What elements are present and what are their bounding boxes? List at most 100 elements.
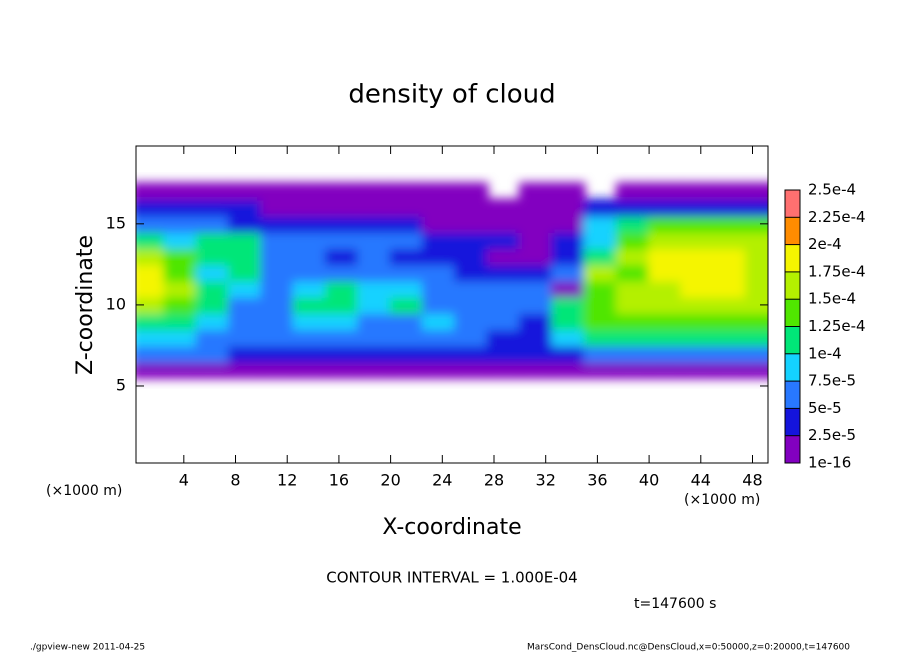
field-cell: [292, 344, 327, 363]
field-cell: [712, 247, 748, 266]
field-cell: [357, 263, 392, 282]
field-cell: [615, 230, 651, 250]
field-cell: [136, 279, 166, 298]
field-cell: [518, 214, 554, 233]
field-cell: [615, 295, 651, 315]
field-cell: [518, 328, 554, 347]
field-cell: [745, 312, 768, 331]
field-cell: [486, 263, 521, 282]
colorbar-label: 1e-16: [808, 454, 851, 472]
field-cell: [195, 182, 231, 201]
field-cell: [195, 360, 231, 379]
field-cell: [712, 328, 748, 347]
field-cell: [583, 295, 618, 315]
field-cell: [745, 360, 768, 379]
field-cell: [163, 263, 198, 282]
field-cell: [136, 214, 166, 233]
field-cell: [583, 344, 618, 363]
colorbar-label: 2e-4: [808, 235, 842, 253]
field-cell: [551, 295, 586, 315]
field-cell: [486, 312, 521, 331]
field-cell: [195, 295, 231, 315]
field-cell: [583, 328, 618, 347]
field-cell: [260, 247, 295, 266]
field-cell: [228, 295, 263, 315]
field-cell: [745, 279, 768, 298]
field-cell: [324, 230, 360, 250]
field-cell: [551, 328, 586, 347]
field-cell: [615, 344, 651, 363]
x-tick-label: 48: [742, 471, 762, 490]
field-cell: [324, 263, 360, 282]
colorbar-label: 1e-4: [808, 344, 842, 362]
field-cell: [648, 360, 683, 379]
field-cell: [680, 295, 715, 315]
field-cell: [745, 198, 768, 217]
x-unit: (×1000 m): [684, 492, 760, 508]
colorbar-box: [785, 326, 800, 354]
field-cell: [324, 247, 360, 266]
field-cell: [583, 263, 618, 282]
field-cell: [136, 247, 166, 266]
x-axis-label: X-coordinate: [382, 515, 521, 540]
field-cell: [712, 295, 748, 315]
field-cell: [136, 295, 166, 315]
colorbar-label: 1.5e-4: [808, 290, 856, 308]
field-cell: [454, 344, 489, 363]
field-cell: [518, 312, 554, 331]
field-cell: [518, 344, 554, 363]
footer-left: ./gpview-new 2011-04-25: [30, 643, 145, 653]
field-cell: [551, 230, 586, 250]
field-cell: [454, 360, 489, 379]
field-cell: [163, 182, 198, 201]
field-cell: [583, 214, 618, 233]
field-cell: [421, 263, 457, 282]
field-cell: [195, 230, 231, 250]
chart-title: density of cloud: [348, 80, 555, 110]
field-cell: [421, 230, 457, 250]
field-cell: [389, 344, 424, 363]
field-cell: [615, 328, 651, 347]
field-cell: [583, 247, 618, 266]
field-cell: [680, 344, 715, 363]
cells: [136, 182, 768, 379]
field-cell: [389, 360, 424, 379]
x-tick-label: 16: [329, 471, 349, 490]
field-cell: [136, 182, 166, 201]
field-cell: [228, 247, 263, 266]
field-cell: [260, 312, 295, 331]
field-cell: [136, 360, 166, 379]
x-tick-label: 44: [691, 471, 711, 490]
field-cell: [324, 312, 360, 331]
field-cell: [292, 328, 327, 347]
field-cell: [421, 182, 457, 201]
field-cell: [745, 230, 768, 250]
x-tick-label: 8: [230, 471, 240, 490]
field-cell: [421, 295, 457, 315]
field-cell: [389, 230, 424, 250]
field-cell: [389, 295, 424, 315]
field-cell: [648, 263, 683, 282]
field-cell: [583, 279, 618, 298]
field-cell: [518, 263, 554, 282]
field-cell: [680, 263, 715, 282]
field-cell: [454, 230, 489, 250]
field-cell: [136, 344, 166, 363]
y-unit: (×1000 m): [46, 483, 122, 499]
field-cell: [518, 182, 554, 201]
field-cell: [228, 328, 263, 347]
field-cell: [389, 263, 424, 282]
field-cell: [551, 360, 586, 379]
field-cell: [615, 312, 651, 331]
field-cell: [195, 279, 231, 298]
field-cell: [745, 182, 768, 201]
field-cell: [292, 312, 327, 331]
field-cell: [389, 182, 424, 201]
colorbar-box: [785, 408, 800, 436]
field-cell: [292, 279, 327, 298]
colorbar-box: [785, 190, 800, 218]
field-cell: [357, 182, 392, 201]
contour-note: CONTOUR INTERVAL = 1.000E-04: [326, 569, 577, 587]
field-cell: [486, 279, 521, 298]
field-cell: [551, 263, 586, 282]
